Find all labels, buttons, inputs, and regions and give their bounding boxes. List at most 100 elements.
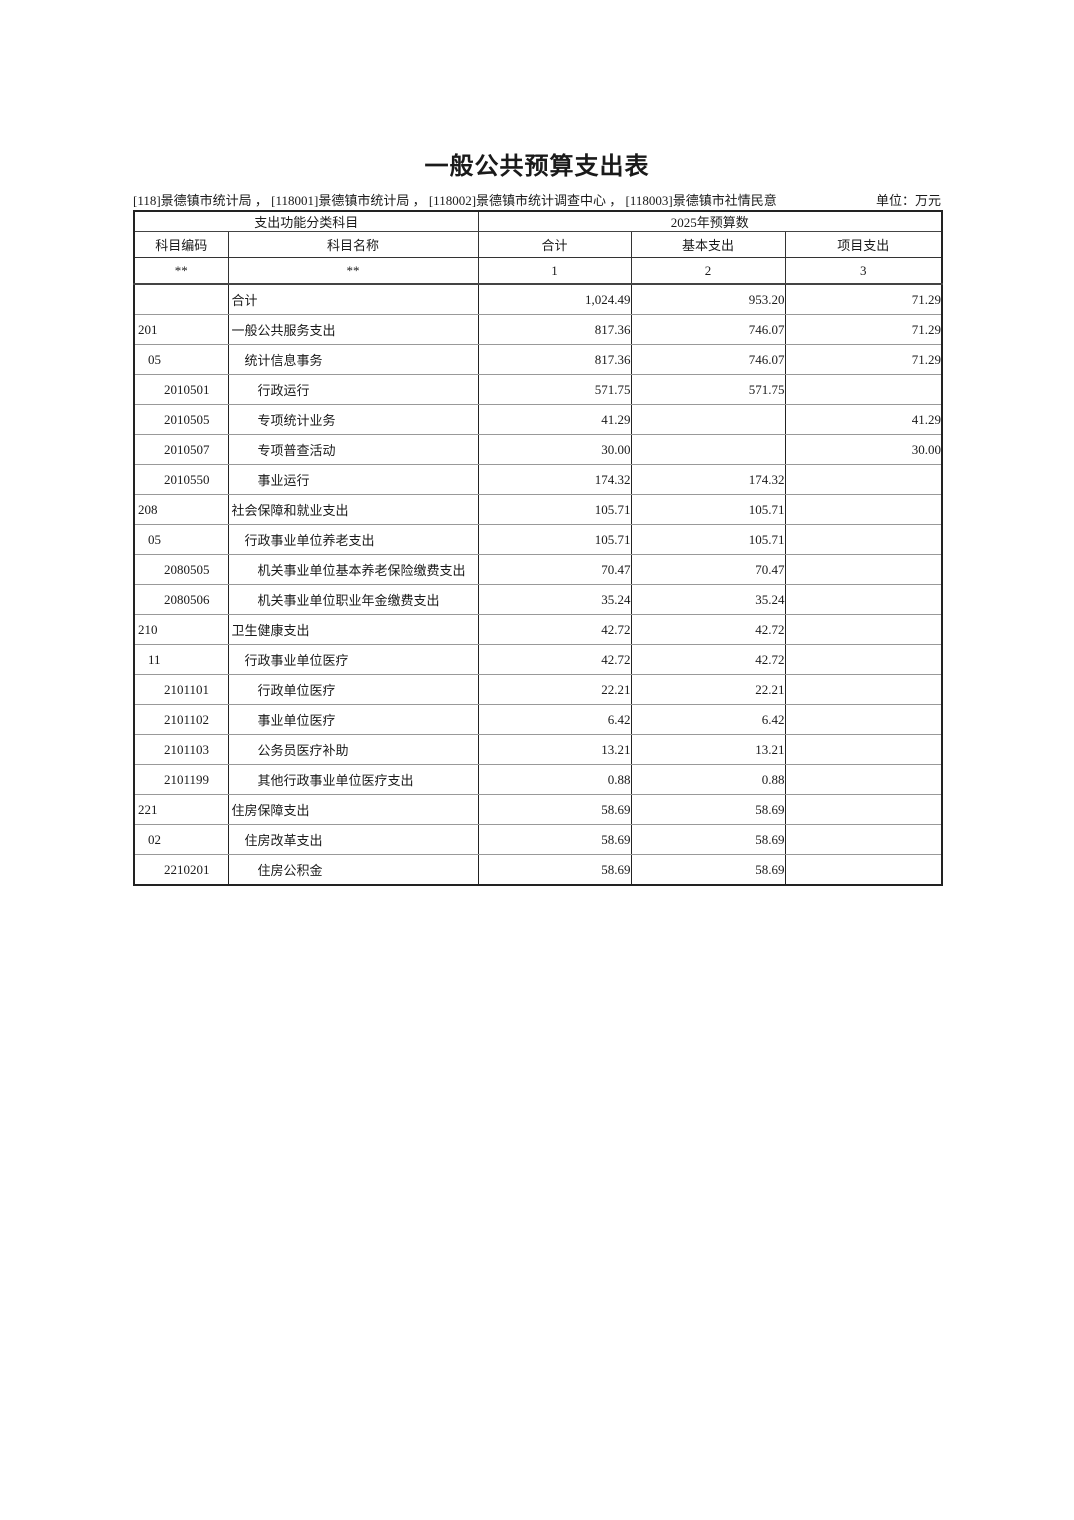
name-cell: 住房改革支出 [227, 824, 479, 855]
project-cell [784, 824, 943, 855]
code-cell: 11 [133, 644, 229, 675]
name-cell: 事业运行 [227, 464, 479, 495]
total-cell: 42.72 [477, 614, 632, 645]
table-row: 2010501 行政运行 571.75 571.75 [133, 374, 943, 405]
budget-table: 支出功能分类科目 2025年预算数 科目编码 科目名称 合计 基本支出 项目支出… [133, 210, 944, 886]
project-cell [784, 674, 943, 705]
table-row: 210 卫生健康支出 42.72 42.72 [133, 614, 943, 645]
project-cell: 41.29 [784, 404, 943, 435]
name-cell: 行政事业单位医疗 [227, 644, 479, 675]
basic-cell: 0.88 [630, 764, 786, 795]
group-header-row: 支出功能分类科目 2025年预算数 [133, 210, 943, 232]
column-header-name: 科目名称 [227, 231, 479, 258]
code-cell: 2101101 [133, 674, 229, 705]
total-cell: 70.47 [477, 554, 632, 585]
total-cell: 6.42 [477, 704, 632, 735]
code-cell: 2010501 [133, 374, 229, 405]
total-cell: 13.21 [477, 734, 632, 765]
name-cell: 住房公积金 [227, 854, 479, 886]
code-cell: 2210201 [133, 854, 229, 886]
name-cell: 行政单位医疗 [227, 674, 479, 705]
meta-row: [118]景德镇市统计局 ， [118001]景德镇市统计局 ， [118002… [133, 193, 941, 209]
basic-cell: 35.24 [630, 584, 786, 615]
basic-cell: 42.72 [630, 644, 786, 675]
code-cell: 208 [133, 494, 229, 525]
total-cell: 41.29 [477, 404, 632, 435]
column-header-basic: 基本支出 [630, 231, 786, 258]
basic-cell: 105.71 [630, 524, 786, 555]
total-cell: 58.69 [477, 854, 632, 886]
code-cell: 2010550 [133, 464, 229, 495]
name-cell: 机关事业单位职业年金缴费支出 [227, 584, 479, 615]
total-cell: 0.88 [477, 764, 632, 795]
column-mark-code: ** [133, 257, 229, 285]
table-row: 2101199 其他行政事业单位医疗支出 0.88 0.88 [133, 764, 943, 795]
table-row: 201 一般公共服务支出 817.36 746.07 71.29 [133, 314, 943, 345]
project-cell [784, 464, 943, 495]
basic-cell [630, 434, 786, 465]
name-cell: 事业单位医疗 [227, 704, 479, 735]
table-row: 合计 1,024.49 953.20 71.29 [133, 283, 943, 315]
total-cell: 174.32 [477, 464, 632, 495]
table-body: 合计 1,024.49 953.20 71.29 201 一般公共服务支出 817.36 74… [133, 283, 943, 886]
table-row: 2010507 专项普查活动 30.00 30.00 [133, 434, 943, 465]
name-cell: 其他行政事业单位医疗支出 [227, 764, 479, 795]
project-cell [784, 584, 943, 615]
basic-cell: 13.21 [630, 734, 786, 765]
project-cell [784, 764, 943, 795]
table-row: 2101102 事业单位医疗 6.42 6.42 [133, 704, 943, 735]
column-header-total: 合计 [477, 231, 632, 258]
unit-label: 单位：万元 [875, 193, 941, 208]
project-cell [784, 554, 943, 585]
code-cell: 221 [133, 794, 229, 825]
code-cell: 02 [133, 824, 229, 855]
code-cell [133, 283, 229, 315]
name-cell: 行政事业单位养老支出 [227, 524, 479, 555]
code-cell: 2080505 [133, 554, 229, 585]
basic-cell: 746.07 [630, 344, 786, 375]
name-cell: 合计 [227, 283, 479, 315]
table-header: 支出功能分类科目 2025年预算数 科目编码 科目名称 合计 基本支出 项目支出… [133, 210, 943, 285]
table-row: 2080505 机关事业单位基本养老保险缴费支出 70.47 70.47 [133, 554, 943, 585]
total-cell: 571.75 [477, 374, 632, 405]
basic-cell: 105.71 [630, 494, 786, 525]
organization-list: [118]景德镇市统计局 ， [118001]景德镇市统计局 ， [118002… [133, 193, 777, 208]
basic-cell: 58.69 [630, 794, 786, 825]
table-row: 05 行政事业单位养老支出 105.71 105.71 [133, 524, 943, 555]
table-row: 05 统计信息事务 817.36 746.07 71.29 [133, 344, 943, 375]
table-row: 221 住房保障支出 58.69 58.69 [133, 794, 943, 825]
basic-cell: 174.32 [630, 464, 786, 495]
total-cell: 22.21 [477, 674, 632, 705]
code-cell: 2101103 [133, 734, 229, 765]
project-cell [784, 524, 943, 555]
code-cell: 2010505 [133, 404, 229, 435]
basic-cell: 58.69 [630, 824, 786, 855]
project-cell [784, 794, 943, 825]
total-cell: 105.71 [477, 524, 632, 555]
code-cell: 201 [133, 314, 229, 345]
total-cell: 1,024.49 [477, 283, 632, 315]
basic-cell: 571.75 [630, 374, 786, 405]
total-cell: 30.00 [477, 434, 632, 465]
total-cell: 817.36 [477, 344, 632, 375]
basic-cell: 746.07 [630, 314, 786, 345]
column-mark-total: 1 [477, 257, 632, 285]
project-cell: 71.29 [784, 314, 943, 345]
project-cell: 30.00 [784, 434, 943, 465]
basic-cell: 22.21 [630, 674, 786, 705]
total-cell: 35.24 [477, 584, 632, 615]
code-cell: 210 [133, 614, 229, 645]
table-row: 02 住房改革支出 58.69 58.69 [133, 824, 943, 855]
column-marks-row: ** ** 1 2 3 [133, 257, 943, 285]
column-mark-name: ** [227, 257, 479, 285]
project-cell [784, 614, 943, 645]
project-cell: 71.29 [784, 283, 943, 315]
basic-cell: 42.72 [630, 614, 786, 645]
code-cell: 2101102 [133, 704, 229, 735]
page-title: 一般公共预算支出表 [424, 154, 650, 180]
name-cell: 行政运行 [227, 374, 479, 405]
table-row: 2080506 机关事业单位职业年金缴费支出 35.24 35.24 [133, 584, 943, 615]
table-row: 208 社会保障和就业支出 105.71 105.71 [133, 494, 943, 525]
basic-cell: 58.69 [630, 854, 786, 886]
